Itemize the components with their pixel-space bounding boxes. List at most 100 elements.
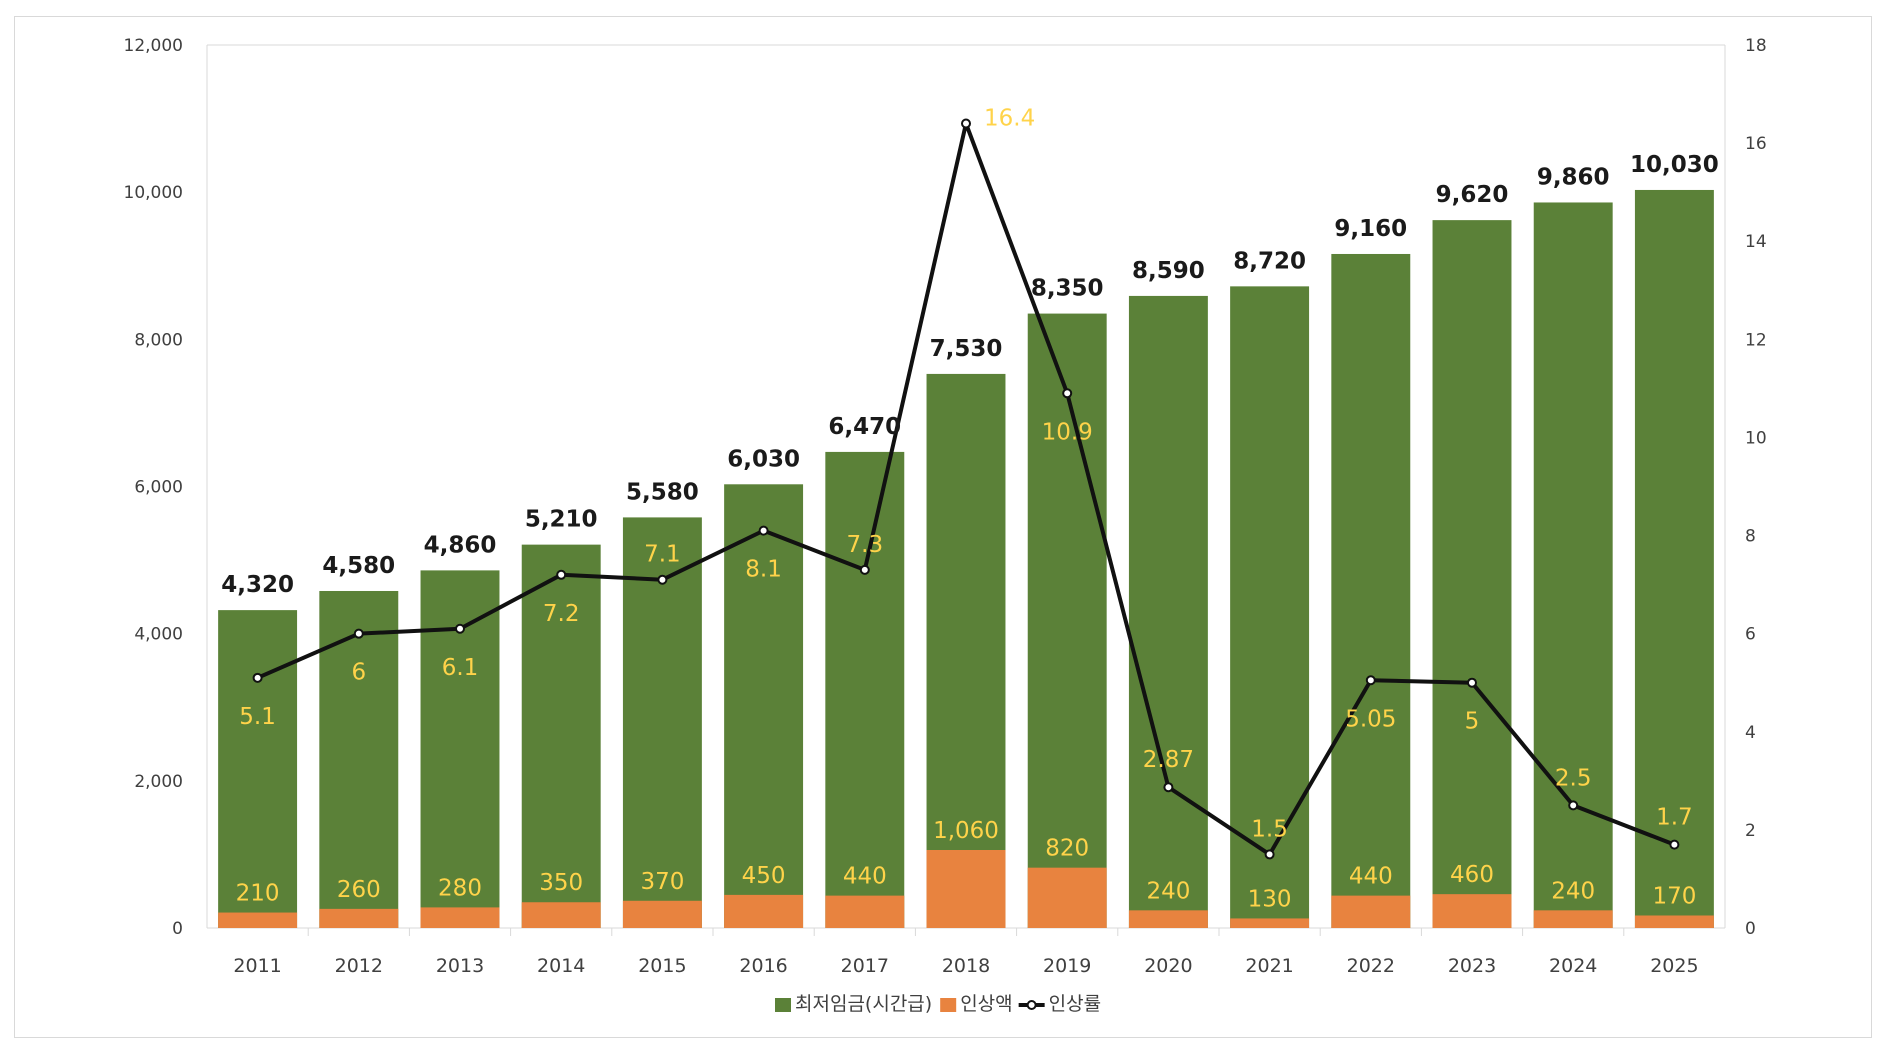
y-left-tick-label: 0 [172, 919, 183, 939]
rate-data-label: 1.7 [1656, 805, 1693, 831]
rate-data-label: 2.5 [1555, 765, 1592, 791]
increase-bar [622, 900, 702, 928]
increase-bar [1634, 915, 1714, 928]
increase-data-label: 240 [1146, 878, 1190, 904]
wage-bar [218, 610, 298, 928]
increase-data-label: 460 [1450, 862, 1494, 888]
wage-bar [1128, 295, 1208, 928]
wage-data-label: 9,860 [1537, 164, 1610, 190]
wage-data-label: 6,470 [828, 414, 901, 440]
increase-data-label: 350 [539, 870, 583, 896]
x-tick-label: 2013 [436, 955, 484, 977]
rate-point [859, 564, 870, 575]
y-left-tick-label: 10,000 [124, 183, 183, 203]
x-tick-label: 2025 [1650, 955, 1698, 977]
increase-bar [319, 908, 399, 928]
wage-bar [926, 373, 1006, 929]
wage-bar [1331, 253, 1411, 928]
legend-swatch-wage [775, 998, 791, 1012]
x-tick-label: 2018 [942, 955, 990, 977]
increase-data-label: 170 [1652, 883, 1696, 909]
y-right-tick-label: 6 [1745, 625, 1756, 645]
wage-bar [724, 484, 804, 928]
increase-bar [1432, 894, 1512, 928]
y-left-tick-label: 4,000 [134, 625, 183, 645]
increase-data-label: 1,060 [933, 818, 999, 844]
wage-bar [1634, 189, 1714, 928]
rate-point [1163, 782, 1174, 793]
legend-swatch-increase [940, 998, 957, 1012]
rate-point [657, 574, 668, 585]
increase-data-label: 820 [1045, 836, 1089, 862]
x-tick-label: 2020 [1144, 955, 1192, 977]
rate-data-label: 2.87 [1143, 747, 1194, 773]
wage-bar [825, 451, 905, 928]
wage-data-label: 9,620 [1436, 182, 1509, 208]
wage-bar [1230, 286, 1310, 928]
y-right-tick-label: 12 [1745, 330, 1767, 350]
rate-data-label: 1.5 [1251, 816, 1288, 842]
increase-bar [420, 907, 500, 928]
rate-data-label: 6.1 [442, 655, 479, 681]
rate-data-label: 6 [351, 660, 366, 686]
rate-point [1669, 839, 1680, 850]
increase-data-label: 280 [438, 875, 482, 901]
increase-data-label: 450 [742, 863, 786, 889]
increase-data-label: 130 [1248, 886, 1292, 912]
rate-point [1568, 800, 1579, 811]
rate-data-label: 5 [1465, 709, 1480, 735]
legend: 최저임금(시간급) 인상액 인상률 [775, 993, 1101, 1015]
wage-data-label: 5,580 [626, 479, 699, 505]
y-right-tick-label: 2 [1745, 821, 1756, 841]
x-tick-label: 2019 [1043, 955, 1091, 977]
x-tick-label: 2015 [638, 955, 686, 977]
wage-bar [1027, 313, 1107, 928]
wage-data-label: 4,580 [322, 553, 395, 579]
x-tick-label: 2012 [335, 955, 383, 977]
increase-data-label: 440 [1349, 864, 1393, 890]
x-tick-label: 2011 [233, 955, 281, 977]
y-left-tick-label: 2,000 [134, 772, 183, 792]
rate-data-label: 7.1 [644, 542, 681, 568]
rate-point [556, 569, 567, 580]
y-right-tick-label: 18 [1745, 36, 1767, 56]
bar-layer [218, 189, 1714, 929]
rate-data-label: 5.05 [1345, 706, 1396, 732]
increase-bar [1331, 895, 1411, 928]
wage-bar [1533, 202, 1613, 929]
y-right-tick-label: 16 [1745, 134, 1767, 154]
wage-bar [622, 517, 702, 928]
wage-data-label: 5,210 [525, 507, 598, 533]
increase-data-label: 260 [337, 877, 381, 903]
increase-bar [1230, 918, 1310, 928]
rate-point [1467, 677, 1477, 688]
label-layer: 4,320 4,580 4,860 5,210 5,580 6,030 6,470 7,530… [221, 105, 1719, 912]
chart-frame [14, 16, 1872, 1038]
wage-data-label: 8,590 [1132, 258, 1205, 284]
increase-data-label: 240 [1551, 878, 1595, 904]
wage-data-label: 8,720 [1233, 248, 1306, 274]
x-tick-label: 2016 [739, 955, 787, 977]
x-tick-label: 2021 [1245, 955, 1293, 977]
legend-label-increase: 인상액 [960, 993, 1012, 1015]
rate-point [1365, 675, 1376, 686]
legend-marker-rate [1026, 1000, 1037, 1010]
y-right-tick-label: 4 [1745, 723, 1756, 743]
rate-point [1264, 849, 1275, 860]
y-right-tick-label: 10 [1745, 428, 1767, 448]
wage-data-label: 10,030 [1630, 152, 1719, 178]
wage-data-label: 4,320 [221, 572, 294, 598]
wage-data-label: 4,860 [424, 532, 497, 558]
rate-line-layer [252, 118, 1680, 860]
increase-data-label: 210 [236, 881, 280, 907]
wage-data-label: 9,160 [1334, 216, 1407, 242]
x-tick-label: 2014 [537, 955, 585, 977]
rate-data-label: 5.1 [239, 704, 276, 730]
rate-point [455, 623, 465, 634]
legend-label-wage: 최저임금(시간급) [795, 993, 932, 1015]
rate-point [353, 628, 364, 639]
increase-data-label: 440 [843, 864, 887, 890]
legend-label-rate: 인상률 [1049, 993, 1101, 1015]
rate-data-label: 10.9 [1042, 419, 1093, 445]
